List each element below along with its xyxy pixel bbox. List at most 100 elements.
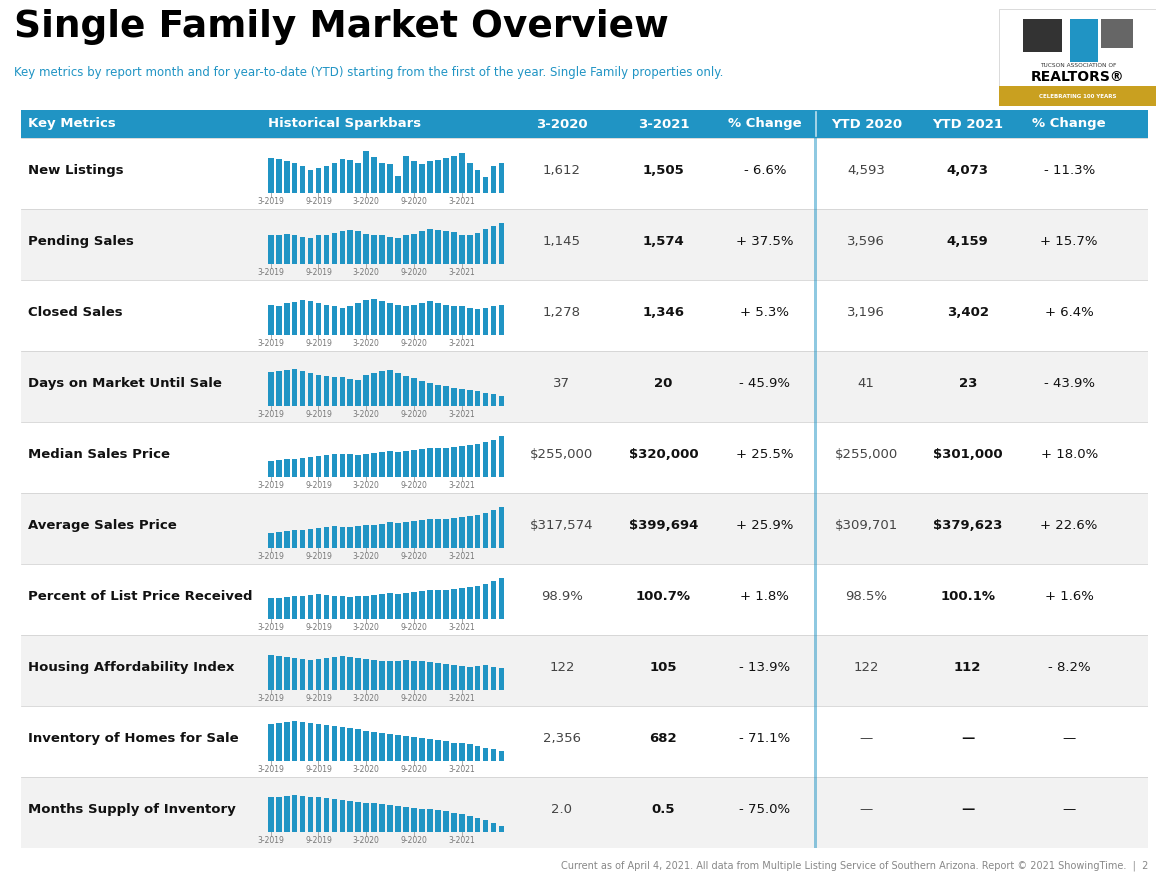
Bar xyxy=(815,777,817,848)
Bar xyxy=(387,805,393,833)
Bar xyxy=(316,456,322,478)
Text: + 37.5%: + 37.5% xyxy=(736,235,794,248)
Bar xyxy=(459,446,465,478)
Bar xyxy=(403,156,409,194)
Text: 2.0: 2.0 xyxy=(552,803,573,816)
Text: 41: 41 xyxy=(858,377,875,390)
Bar xyxy=(347,454,353,478)
Bar xyxy=(356,658,361,691)
Text: 4,073: 4,073 xyxy=(947,164,989,177)
Text: TUCSON ASSOCIATION OF: TUCSON ASSOCIATION OF xyxy=(1040,63,1116,68)
Bar xyxy=(475,818,480,833)
Bar xyxy=(300,372,306,406)
Bar xyxy=(815,351,817,422)
Text: 9-2019: 9-2019 xyxy=(306,481,332,491)
Bar xyxy=(467,587,473,619)
Bar xyxy=(364,525,370,548)
Bar xyxy=(395,176,401,194)
Text: 9-2019: 9-2019 xyxy=(306,766,332,774)
Bar xyxy=(443,664,449,691)
Bar xyxy=(419,449,425,478)
Bar xyxy=(467,816,473,833)
Text: + 1.6%: + 1.6% xyxy=(1045,590,1093,603)
Bar xyxy=(451,665,457,691)
Bar xyxy=(443,305,449,336)
Bar xyxy=(475,391,480,406)
Text: 3-2019: 3-2019 xyxy=(257,197,285,206)
Text: 1,612: 1,612 xyxy=(543,164,581,177)
Bar xyxy=(356,596,361,619)
Bar xyxy=(323,166,329,194)
Text: 3,402: 3,402 xyxy=(947,307,989,319)
Bar xyxy=(379,661,385,691)
Bar xyxy=(331,727,337,761)
Text: 3-2019: 3-2019 xyxy=(257,339,285,348)
Bar xyxy=(395,522,401,548)
Bar xyxy=(308,374,314,406)
Bar xyxy=(419,738,425,761)
Bar xyxy=(395,594,401,619)
Bar xyxy=(316,235,322,264)
Text: 9-2020: 9-2020 xyxy=(401,552,428,561)
Text: 98.9%: 98.9% xyxy=(541,590,583,603)
Bar xyxy=(300,237,306,264)
Bar xyxy=(268,373,273,406)
Bar xyxy=(292,658,297,691)
Bar xyxy=(475,444,480,478)
Bar xyxy=(292,302,297,336)
Bar xyxy=(435,811,440,833)
Text: - 71.1%: - 71.1% xyxy=(739,732,790,745)
Text: YTD 2021: YTD 2021 xyxy=(932,117,1003,130)
Bar xyxy=(467,667,473,691)
Bar xyxy=(411,233,417,264)
Bar xyxy=(498,668,504,691)
Bar xyxy=(347,379,353,406)
Text: 23: 23 xyxy=(959,377,977,390)
Text: + 25.9%: + 25.9% xyxy=(737,519,794,532)
Bar xyxy=(419,521,425,548)
Bar xyxy=(467,445,473,478)
Text: 3,196: 3,196 xyxy=(847,307,885,319)
Bar xyxy=(815,209,817,280)
Bar xyxy=(419,303,425,336)
Text: 9-2020: 9-2020 xyxy=(401,766,428,774)
Bar xyxy=(490,166,496,194)
Text: 9-2020: 9-2020 xyxy=(401,339,428,348)
Bar xyxy=(482,442,488,478)
Bar xyxy=(308,301,314,336)
Text: 1,574: 1,574 xyxy=(643,235,684,248)
Bar xyxy=(451,306,457,336)
Bar xyxy=(459,666,465,691)
Bar xyxy=(356,455,361,478)
Bar xyxy=(284,796,289,833)
Bar xyxy=(331,596,337,619)
Text: 3-2019: 3-2019 xyxy=(257,836,285,846)
Bar xyxy=(411,592,417,619)
Bar xyxy=(316,659,322,691)
Text: 1,505: 1,505 xyxy=(643,164,684,177)
Bar xyxy=(1102,19,1133,48)
Bar xyxy=(300,722,306,761)
Bar xyxy=(498,825,504,833)
Text: 3-2020: 3-2020 xyxy=(353,197,380,206)
Bar xyxy=(300,458,306,478)
Bar xyxy=(364,374,370,406)
Bar xyxy=(435,448,440,478)
Bar xyxy=(308,796,314,833)
Text: + 25.5%: + 25.5% xyxy=(736,448,794,461)
Bar xyxy=(292,459,297,478)
Bar xyxy=(347,657,353,691)
Bar xyxy=(419,231,425,264)
Bar xyxy=(356,231,361,264)
Bar xyxy=(999,86,1156,106)
Bar xyxy=(475,309,480,336)
Bar xyxy=(323,455,329,478)
Bar xyxy=(459,153,465,194)
Text: —: — xyxy=(860,732,873,745)
Text: 3-2021: 3-2021 xyxy=(638,117,689,130)
Bar xyxy=(443,589,449,619)
Text: Current as of April 4, 2021. All data from Multiple Listing Service of Southern : Current as of April 4, 2021. All data fr… xyxy=(561,861,1148,870)
Bar xyxy=(275,598,281,619)
Bar xyxy=(411,661,417,691)
Text: + 1.8%: + 1.8% xyxy=(740,590,789,603)
